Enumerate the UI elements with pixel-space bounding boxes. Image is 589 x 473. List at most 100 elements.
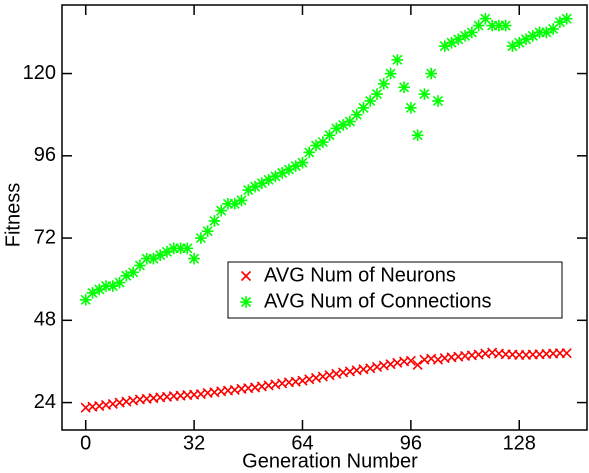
marker-stroke	[453, 351, 464, 362]
y-tick-label: 72	[34, 226, 56, 248]
marker-stroke	[263, 380, 274, 391]
marker-stroke	[378, 360, 389, 371]
point	[432, 354, 444, 365]
marker-stroke	[161, 391, 173, 402]
marker-stroke	[148, 393, 159, 404]
marker-stroke	[466, 350, 477, 361]
point	[540, 26, 553, 39]
marker-stroke	[412, 359, 423, 370]
marker-stroke	[87, 401, 98, 412]
marker-stroke	[385, 359, 396, 370]
point	[405, 355, 416, 366]
marker-stroke	[419, 354, 430, 365]
marker-stroke	[128, 395, 139, 406]
x-tick-label: 96	[400, 432, 422, 454]
marker-stroke	[344, 366, 355, 377]
point	[235, 194, 248, 207]
marker-stroke	[277, 378, 288, 389]
point	[316, 136, 329, 148]
marker-stroke	[121, 396, 132, 407]
marker-stroke	[392, 357, 403, 368]
marker-stroke	[243, 383, 254, 394]
marker-stroke	[209, 387, 220, 398]
point	[405, 101, 417, 114]
marker-stroke	[371, 361, 383, 373]
marker-stroke	[338, 367, 349, 378]
marker-stroke	[80, 402, 91, 413]
y-tick-label: 24	[34, 391, 56, 413]
marker-stroke	[249, 382, 261, 393]
marker-stroke	[399, 356, 410, 367]
marker-stroke	[480, 348, 491, 359]
legend-label: AVG Num of Connections	[264, 290, 492, 312]
marker-stroke	[216, 386, 227, 397]
point	[195, 232, 207, 244]
point	[134, 259, 146, 272]
marker-stroke	[561, 348, 572, 359]
marker-stroke	[297, 375, 308, 386]
marker-stroke	[270, 379, 281, 390]
point	[296, 156, 309, 169]
point	[547, 23, 559, 35]
point	[377, 77, 390, 90]
point	[398, 81, 410, 94]
marker-stroke	[283, 377, 295, 388]
marker-stroke	[290, 376, 301, 387]
marker-stroke	[94, 400, 105, 412]
marker-stroke	[256, 381, 267, 392]
x-tick-label: 64	[291, 432, 313, 454]
legend-marker	[240, 296, 252, 308]
marker-stroke	[189, 389, 200, 400]
x-tick-label: 0	[80, 432, 91, 454]
marker-stroke	[473, 349, 484, 360]
marker-stroke	[446, 352, 457, 363]
marker-stroke	[365, 363, 376, 374]
marker-stroke	[229, 384, 240, 395]
x-tick-label: 128	[503, 432, 536, 454]
legend-label: AVG Num of Neurons	[264, 264, 456, 286]
marker-stroke	[317, 371, 328, 382]
legend-box	[227, 261, 563, 319]
marker-stroke	[351, 365, 362, 376]
point	[418, 88, 431, 100]
plot-frame	[61, 4, 588, 431]
marker-stroke	[331, 368, 342, 379]
x-tick-label: 32	[183, 432, 205, 454]
marker-stroke	[134, 394, 145, 405]
y-tick-label: 48	[34, 309, 56, 331]
point	[208, 215, 221, 227]
y-tick-label: 120	[23, 62, 56, 84]
point	[371, 88, 383, 100]
point	[384, 67, 397, 80]
marker-stroke	[432, 354, 444, 365]
point	[425, 67, 438, 80]
point	[499, 19, 512, 32]
point	[181, 242, 194, 255]
marker-stroke	[240, 270, 252, 282]
point	[201, 225, 214, 238]
marker-stroke	[175, 390, 186, 401]
y-axis-label: Fitness	[2, 183, 24, 247]
marker-stroke	[114, 397, 125, 408]
marker-stroke	[405, 355, 416, 366]
marker-stroke	[107, 398, 118, 410]
x-axis-label: Generation Number	[242, 450, 418, 472]
marker-stroke	[439, 352, 450, 364]
legend-marker	[240, 270, 252, 282]
y-tick-label: 96	[34, 144, 56, 166]
marker-stroke	[155, 392, 166, 403]
point	[391, 53, 404, 66]
marker-stroke	[304, 374, 315, 385]
marker-stroke	[222, 385, 234, 396]
marker-stroke	[100, 399, 112, 411]
marker-stroke	[358, 364, 369, 375]
point	[411, 129, 424, 142]
point	[188, 252, 200, 265]
marker-stroke	[202, 387, 213, 399]
point	[560, 12, 573, 25]
point	[432, 95, 444, 107]
marker-stroke	[195, 388, 206, 400]
marker-stroke	[324, 370, 335, 381]
marker-stroke	[236, 383, 247, 394]
